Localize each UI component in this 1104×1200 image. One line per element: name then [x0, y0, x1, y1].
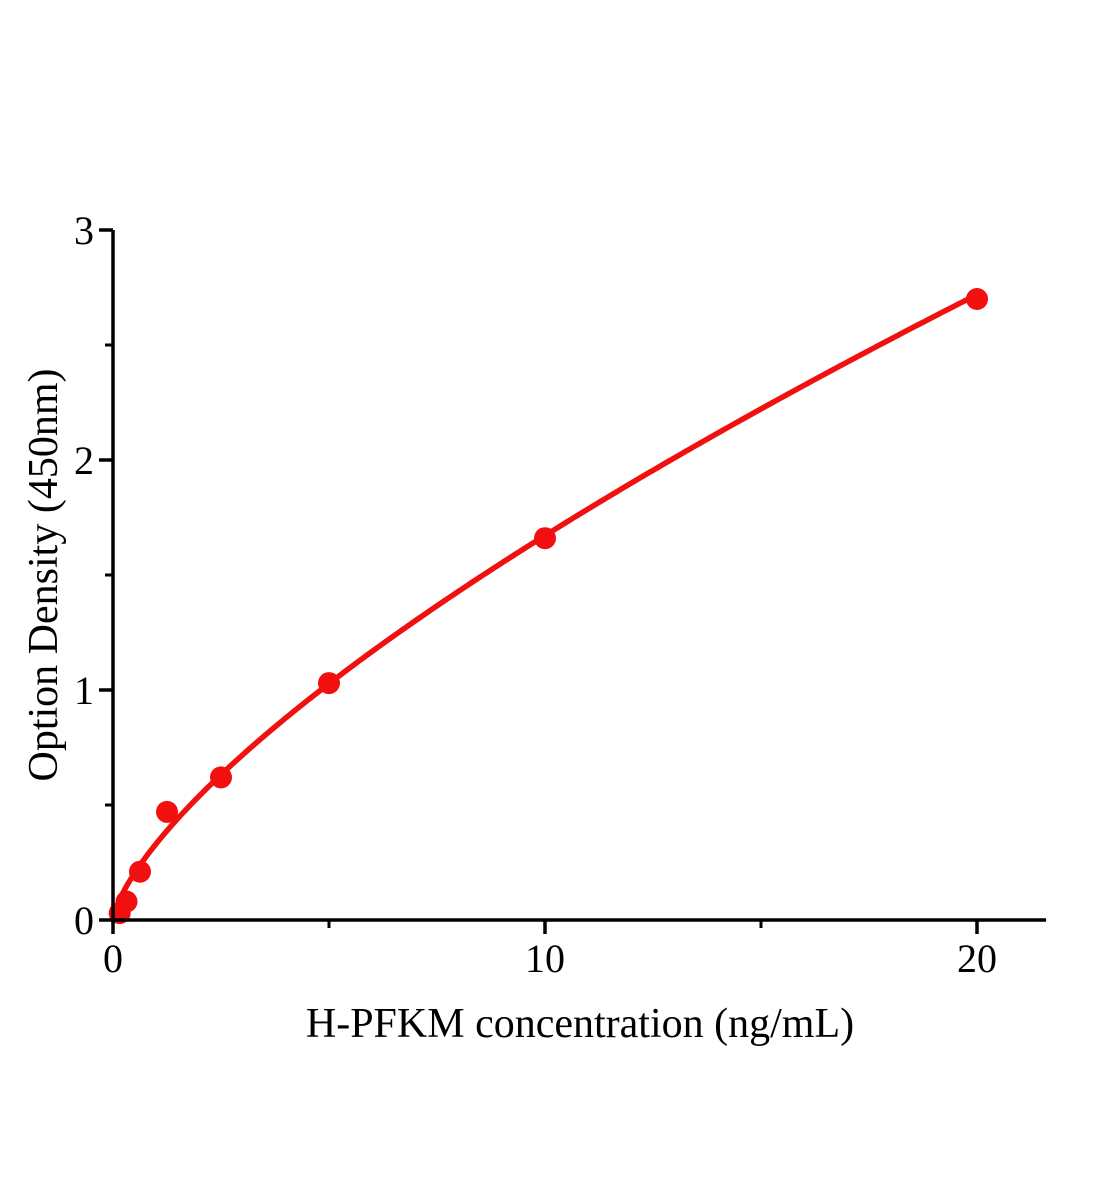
data-point — [534, 527, 556, 550]
fit-curve-layer — [110, 291, 980, 923]
x-axis-title: H-PFKM concentration (ng/mL) — [306, 1001, 854, 1047]
y-tick-label: 3 — [74, 208, 94, 253]
axis-layer — [99, 228, 1047, 934]
data-point — [115, 890, 138, 913]
data-point-layer — [108, 288, 988, 925]
x-tick-label: 10 — [525, 936, 565, 981]
x-tick-label: 20 — [957, 936, 997, 981]
y-axis-title: Option Density (450nm) — [21, 369, 67, 782]
data-point — [966, 288, 988, 310]
y-tick-label: 2 — [74, 438, 94, 483]
data-point — [156, 800, 178, 823]
data-point — [210, 766, 232, 789]
y-tick-label: 0 — [74, 898, 94, 943]
x-tick-label: 0 — [103, 936, 123, 981]
data-point — [129, 860, 151, 883]
y-tick-label: 1 — [74, 668, 94, 713]
data-point — [318, 672, 340, 695]
tick-label-layer: 0 1 2 3 0 10 20 — [74, 208, 997, 981]
fit-curve — [110, 291, 980, 923]
